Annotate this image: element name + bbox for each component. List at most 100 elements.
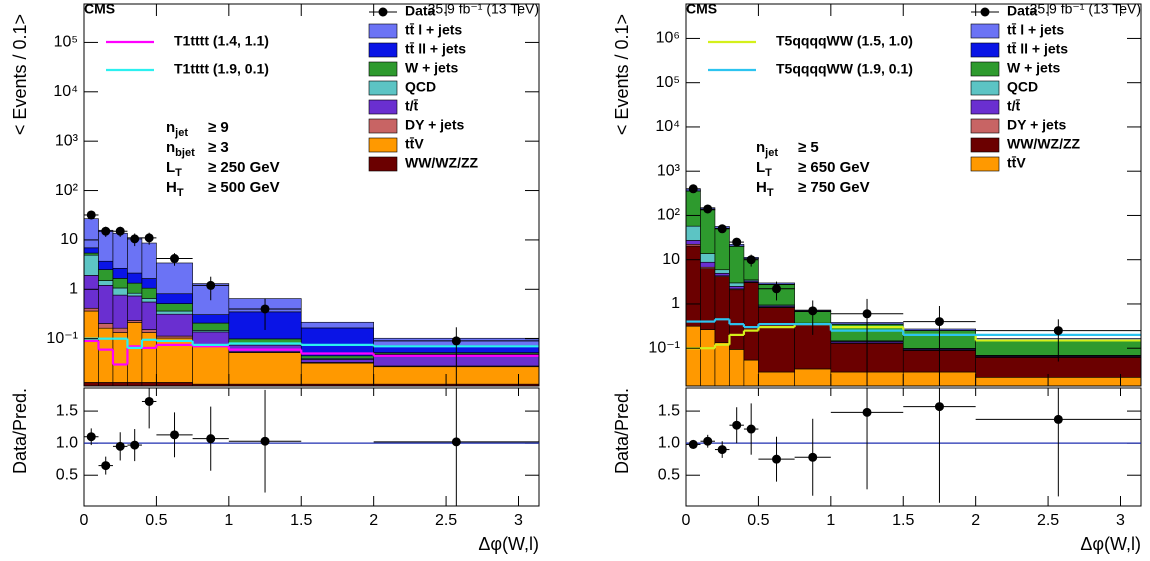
stack-bar — [729, 246, 745, 284]
ratio-point — [808, 452, 818, 462]
legend-label: tt̄V — [1007, 154, 1026, 170]
stack-bar — [300, 321, 374, 329]
data-point — [717, 224, 727, 234]
x-tick-label: 1.5 — [290, 512, 312, 529]
stack-bar — [685, 240, 701, 245]
data-point — [703, 204, 713, 214]
x-tick-label: 3 — [1116, 512, 1125, 529]
stack-bar — [729, 349, 745, 387]
x-tick-label: 0 — [80, 512, 89, 529]
stack-bar — [685, 325, 701, 387]
y-tick-label: 10⁴ — [655, 118, 680, 135]
stack-bar — [141, 298, 157, 303]
legend-swatch — [970, 23, 1000, 39]
stack-bar — [141, 382, 157, 387]
stack-bar — [141, 242, 157, 279]
y-tick-label: 10⁻¹ — [46, 330, 78, 347]
data-point — [115, 226, 125, 236]
selection-value: ≥ 3 — [208, 139, 229, 156]
y-tick-label: 10 — [662, 251, 680, 268]
experiment-label: CMS — [686, 1, 717, 17]
stack-bar — [156, 293, 193, 304]
legend-label: t/t̄ — [1007, 97, 1021, 113]
data-point — [260, 304, 270, 314]
legend-label: W + jets — [1007, 60, 1061, 76]
stack-bar — [83, 252, 99, 256]
ratio-frame — [83, 387, 540, 507]
stack-bar — [685, 225, 701, 241]
y-tick-label: 1 — [69, 281, 78, 298]
y-axis-title: < Events / 0.1> — [612, 14, 632, 135]
legend-label: Data — [1007, 3, 1038, 19]
selection-var: H — [756, 179, 767, 196]
ratio-point — [746, 424, 756, 434]
legend-swatch — [970, 42, 1000, 58]
legend-label: QCD — [405, 79, 436, 95]
selection-cut: HT ≥ 750 GeV — [756, 179, 870, 199]
stack-bar — [127, 292, 143, 297]
data-point — [934, 317, 944, 327]
stack-bar — [98, 327, 114, 383]
selection-var: L — [756, 159, 765, 176]
legend-swatch — [368, 156, 398, 172]
ratio-y-tick-label: 1.5 — [56, 402, 78, 419]
main-frame — [83, 3, 540, 387]
main-frame — [685, 3, 1142, 387]
stack-bar — [300, 359, 374, 363]
data-point — [170, 254, 180, 264]
legend-label: tt̄ l + jets — [1007, 21, 1064, 37]
stack-bar — [141, 278, 157, 289]
selection-var: n — [166, 139, 175, 156]
stack-bar — [700, 268, 716, 330]
stack-bar — [794, 368, 832, 387]
stack-bar — [300, 327, 374, 357]
stack-bar — [127, 382, 143, 387]
selection-value: ≥ 5 — [798, 139, 819, 156]
data-point — [808, 306, 818, 316]
legend-swatch — [368, 80, 398, 96]
selection-cut: njet ≥ 5 — [756, 139, 819, 159]
ratio-point — [170, 430, 180, 440]
legend-label: WW/WZ/ZZ — [1007, 136, 1081, 152]
stack-bar — [975, 377, 1142, 387]
data-point — [732, 237, 742, 247]
stack-bar — [127, 282, 143, 294]
legend-label: WW/WZ/ZZ — [405, 155, 479, 171]
selection-sub: T — [177, 187, 184, 199]
legend-swatch — [970, 137, 1000, 153]
stack-bar — [714, 276, 730, 343]
legend-swatch — [368, 61, 398, 77]
selection-cut: nbjet ≥ 3 — [166, 139, 229, 159]
selection-var: H — [166, 179, 177, 196]
ratio-point — [717, 445, 727, 455]
ratio-point — [688, 439, 698, 449]
selection-sub: jet — [764, 147, 778, 159]
stack-bar — [743, 359, 759, 387]
experiment-label: CMS — [84, 1, 115, 17]
stack-bar — [685, 190, 701, 227]
x-tick-label: 0 — [682, 512, 691, 529]
stack-bar — [83, 247, 99, 254]
ratio-point — [144, 396, 154, 406]
ratio-y-tick-label: 0.5 — [56, 466, 78, 483]
data-point — [130, 234, 140, 244]
stack-bar — [83, 382, 99, 387]
selection-sub: T — [767, 187, 774, 199]
stack-bar — [700, 253, 716, 263]
ratio-point — [260, 436, 270, 446]
stack-bar — [83, 275, 99, 309]
x-tick-label: 2 — [971, 512, 980, 529]
stack-bar — [156, 310, 193, 315]
legend-swatch — [970, 118, 1000, 134]
legend-label: T1tttt (1.9, 0.1) — [174, 61, 269, 77]
y-tick-label: 10³ — [55, 132, 79, 149]
legend-label: QCD — [1007, 79, 1038, 95]
data-point — [1053, 326, 1063, 336]
stack-bar — [83, 307, 99, 312]
legend-label: T1tttt (1.4, 1.1) — [174, 33, 269, 49]
stack-bar — [700, 329, 716, 387]
x-axis-title: Δφ(W,l) — [1080, 534, 1141, 554]
stack-bar — [729, 282, 745, 287]
legend-label: tt̄V — [405, 135, 424, 151]
legend-label: Data — [405, 3, 436, 19]
